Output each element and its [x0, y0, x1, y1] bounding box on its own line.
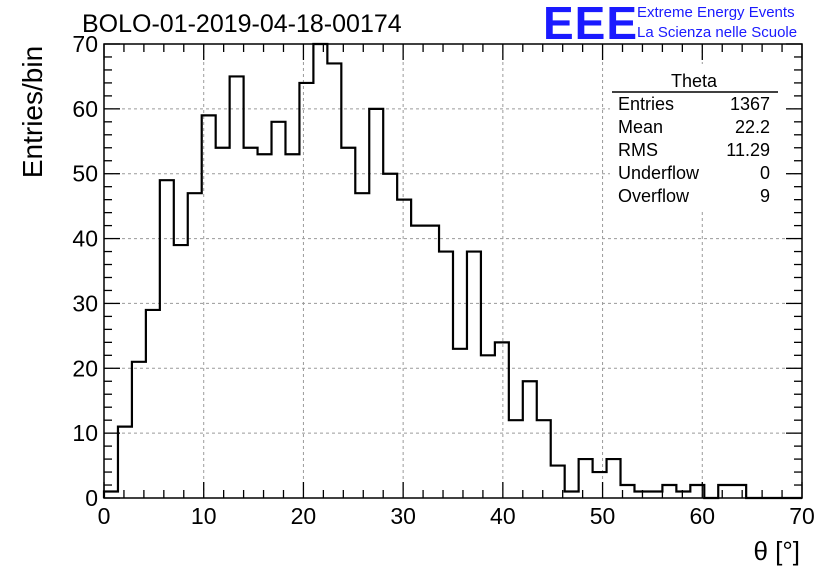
- stats-entries-value: 1367: [730, 94, 770, 114]
- stats-underflow-value: 0: [760, 163, 770, 183]
- y-tick-label: 60: [72, 96, 98, 122]
- y-tick-label: 10: [72, 420, 98, 446]
- x-tick-label: 60: [689, 503, 715, 529]
- stats-rms-label: RMS: [618, 140, 658, 160]
- x-tick-label: 20: [291, 503, 317, 529]
- chart-title: BOLO-01-2019-04-18-00174: [82, 10, 402, 38]
- y-tick-label: 30: [72, 290, 98, 316]
- stats-entries-label: Entries: [618, 94, 674, 114]
- logo-subtitle-2: La Scienza nelle Scuole: [637, 24, 798, 41]
- x-tick-label: 50: [590, 503, 616, 529]
- axis-ticks: [103, 43, 803, 499]
- stats-overflow-label: Overflow: [618, 186, 690, 206]
- stats-mean-value: 22.2: [735, 117, 770, 137]
- x-tick-label: 70: [789, 503, 815, 529]
- y-tick-label: 50: [72, 161, 98, 187]
- stats-underflow-label: Underflow: [618, 163, 700, 183]
- stats-box: Theta Entries 1367 Mean 22.2 RMS 11.29 U…: [610, 64, 786, 210]
- x-axis-label: θ [°]: [753, 536, 800, 566]
- stats-overflow-value: 9: [760, 186, 770, 206]
- y-axis-label: Entries/bin: [17, 46, 48, 178]
- x-tick-label: 0: [98, 503, 111, 529]
- histogram-outline: [102, 42, 802, 500]
- plot-frame: [103, 43, 803, 499]
- eee-logo: EEE: [543, 0, 639, 49]
- stats-mean-label: Mean: [618, 117, 663, 137]
- x-tick-label: 10: [191, 503, 217, 529]
- x-tick-label: 40: [490, 503, 516, 529]
- y-tick-label: 40: [72, 226, 98, 252]
- y-tick-label: 20: [72, 355, 98, 381]
- y-tick-label: 0: [85, 485, 98, 511]
- y-tick-label: 70: [72, 31, 98, 57]
- stats-rms-value: 11.29: [726, 140, 770, 160]
- stats-title: Theta: [671, 71, 718, 91]
- tick-labels: 0 10 20 30 40 50 60 70 0 10 20 30 40 50 60 70: [72, 31, 814, 529]
- x-tick-label: 30: [390, 503, 416, 529]
- logo-subtitle-1: Extreme Energy Events: [637, 4, 795, 21]
